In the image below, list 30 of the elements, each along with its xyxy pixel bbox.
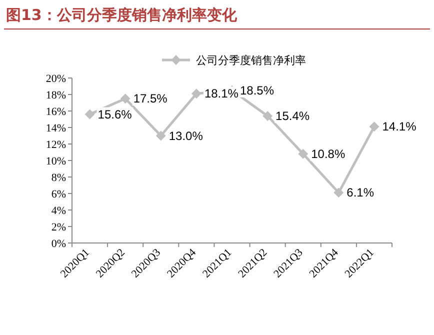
data-label: 10.8%	[311, 146, 346, 161]
point	[262, 110, 273, 121]
y-tick-label: 4%	[51, 205, 66, 217]
data-label: 6.1%	[346, 186, 374, 200]
y-tick-label: 20%	[46, 73, 66, 85]
data-label: 18.5%	[240, 83, 274, 98]
y-tick-label: 8%	[51, 172, 66, 184]
data-label: 15.6%	[98, 107, 132, 122]
y-tick-label: 14%	[46, 122, 66, 134]
data-label: 15.4%	[276, 108, 310, 123]
chart-title: 图13：公司分季度销售净利率变化	[6, 6, 238, 24]
point	[120, 94, 130, 104]
data-label: 18.1%	[204, 86, 239, 101]
y-tick-label: 16%	[46, 106, 66, 118]
y-tick-label: 10%	[46, 156, 66, 168]
y-tick-label: 2%	[51, 222, 66, 234]
y-tick-label: 18%	[46, 90, 66, 102]
point	[298, 148, 308, 159]
legend-label: 公司分季度销售净利率	[196, 54, 306, 67]
data-label: 17.5%	[133, 92, 168, 106]
point	[156, 130, 166, 141]
point	[369, 122, 380, 132]
data-label: 14.1%	[382, 120, 417, 134]
point	[84, 109, 95, 120]
y-tick-label: 12%	[46, 139, 66, 151]
data-label: 13.0%	[168, 128, 204, 143]
y-tick-label: 6%	[51, 188, 66, 200]
y-tick-label: 0%	[51, 238, 66, 250]
point	[191, 88, 202, 99]
point	[334, 188, 344, 198]
